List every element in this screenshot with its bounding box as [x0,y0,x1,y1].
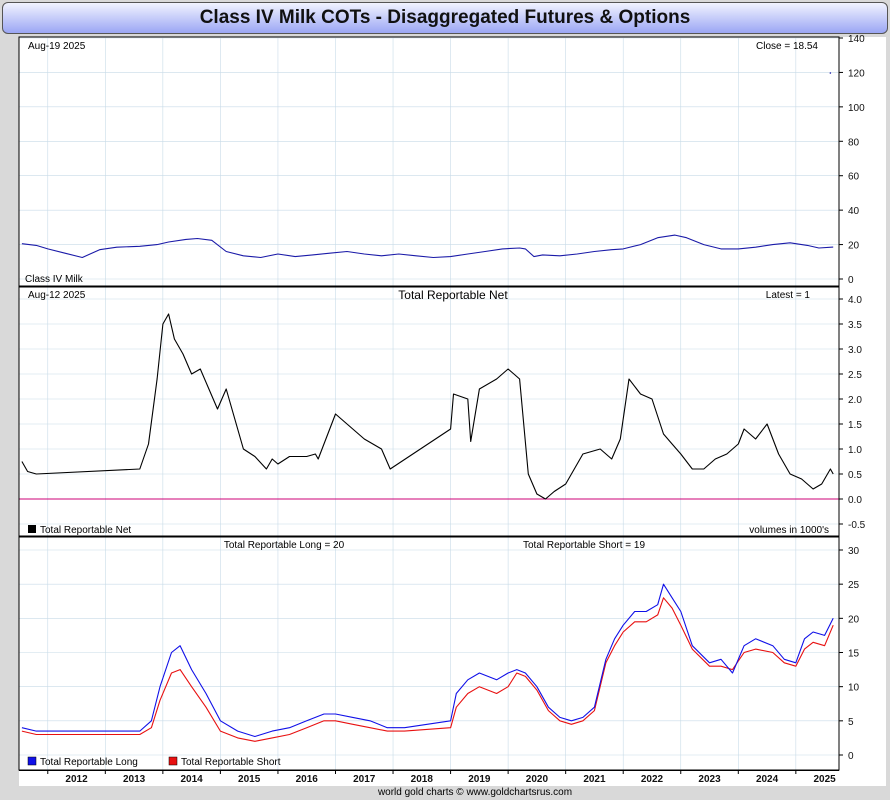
x-tick-label: 2021 [583,774,606,785]
long-legend-label: Total Reportable Long [40,757,138,768]
net-panel [19,287,839,536]
net-title: Total Reportable Net [398,288,508,302]
price-y-tick-label: 60 [848,172,860,183]
positions-y-tick-label: 10 [848,683,860,694]
y-axis-strip [839,37,886,786]
page-title: Class IV Milk COTs - Disaggregated Futur… [199,7,691,28]
title-bar: Class IV Milk COTs - Disaggregated Futur… [2,2,888,34]
x-tick-label: 2012 [65,774,88,785]
short-value-label: Total Reportable Short = 19 [523,540,645,551]
price-panel [19,37,839,286]
chart-marks [19,72,839,742]
x-tick-label: 2016 [296,774,319,785]
long-value-label: Total Reportable Long = 20 [224,540,345,551]
long-line [21,583,834,738]
long-legend-swatch [27,756,37,766]
grid-lines [19,37,839,770]
x-tick-label: 2019 [468,774,491,785]
price-y-tick-label: 120 [848,68,865,79]
net-latest-label: Latest = 1 [766,290,811,301]
price-close-label: Close = 18.54 [756,41,818,52]
net-y-tick-label: 3.0 [848,345,862,356]
short-legend-label: Total Reportable Short [181,757,281,768]
x-axis-panel [19,770,839,786]
net-legend-swatch [28,525,36,533]
net-date-label: Aug-12 2025 [28,290,86,301]
x-tick-label: 2014 [181,774,204,785]
x-tick-label: 2015 [238,774,261,785]
x-tick-label: 2018 [411,774,434,785]
positions-panel [19,537,839,770]
positions-y-tick-label: 30 [848,546,860,557]
x-tick-label: 2017 [353,774,376,785]
positions-y-tick-label: 25 [848,580,860,591]
net-y-tick-label: 0.5 [848,470,862,481]
x-tick-label: 2020 [526,774,549,785]
positions-y-tick-label: 0 [848,751,854,762]
price-y-tick-label: 100 [848,103,865,114]
volumes-note: volumes in 1000's [749,525,829,536]
price-y-tick-label: 80 [848,137,860,148]
net-y-tick-label: 4.0 [848,295,862,306]
positions-y-tick-label: 5 [848,717,854,728]
positions-y-tick-label: 20 [848,614,860,625]
price-y-tick-label: 0 [848,275,854,286]
net-y-tick-label: 3.5 [848,320,862,331]
x-tick-label: 2022 [641,774,664,785]
short-legend-swatch [168,756,178,766]
net-y-tick-label: 0.0 [848,495,862,506]
price-date-label: Aug-19 2025 [28,41,86,52]
footer-credit: world gold charts © www.goldchartsrus.co… [377,787,572,798]
price-y-tick-label: 20 [848,241,860,252]
net-y-tick-label: 1.0 [848,445,862,456]
net-legend-label: Total Reportable Net [40,525,131,536]
x-tick-label: 2025 [813,774,836,785]
price-line [21,234,834,259]
x-tick-label: 2023 [698,774,721,785]
price-outlier-point [829,72,832,74]
price-series-label: Class IV Milk [25,274,84,285]
price-y-tick-label: 40 [848,206,860,217]
x-tick-label: 2013 [123,774,146,785]
price-y-tick-label: 140 [848,34,865,45]
net-y-tick-label: 1.5 [848,420,862,431]
net-line [21,313,834,500]
x-tick-label: 2024 [756,774,779,785]
positions-y-tick-label: 15 [848,649,860,660]
tick-marks [47,37,843,774]
net-y-tick-label: -0.5 [848,520,866,531]
net-y-tick-label: 2.5 [848,370,862,381]
net-y-tick-label: 2.0 [848,395,862,406]
